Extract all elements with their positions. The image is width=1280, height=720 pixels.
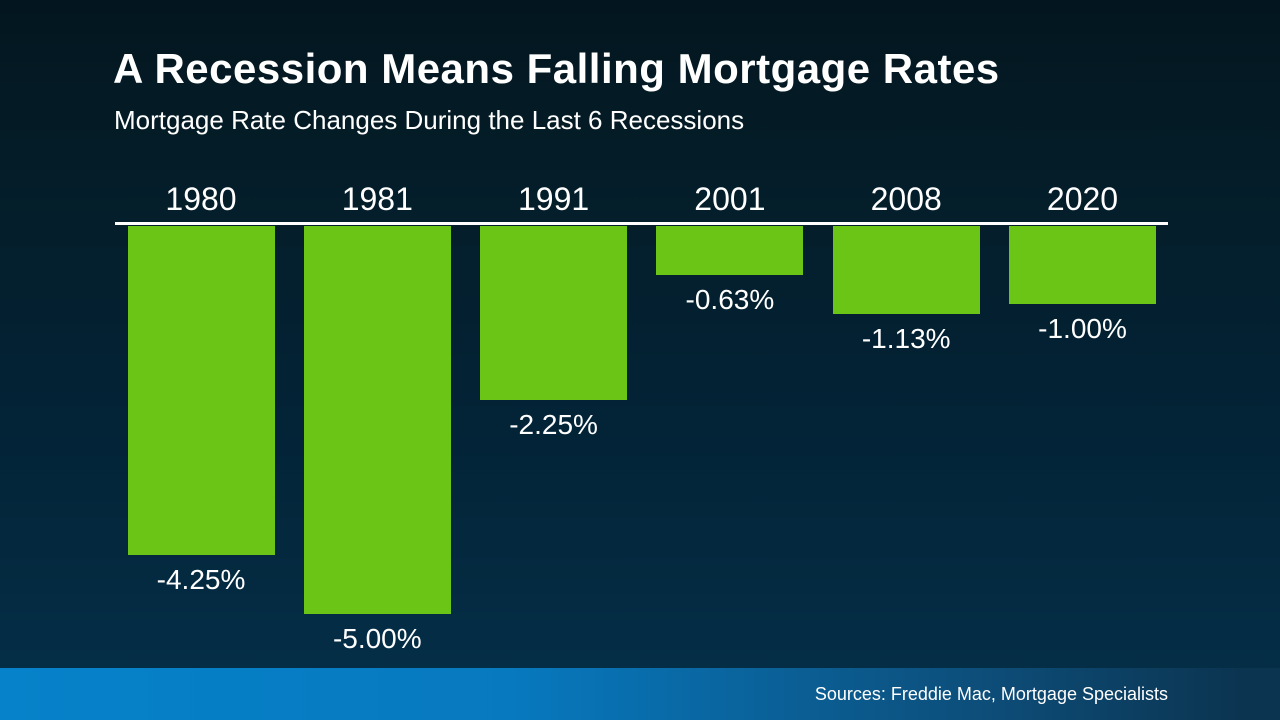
category-label: 1981: [341, 181, 413, 217]
category-label: 2008: [870, 181, 942, 217]
bar: [1009, 226, 1156, 304]
source-attribution: Sources: Freddie Mac, Mortgage Specialis…: [814, 684, 1168, 704]
category-label: 2001: [694, 181, 766, 217]
category-label: 1980: [165, 181, 237, 217]
chart-baseline: [115, 222, 1168, 225]
page-subtitle: Mortgage Rate Changes During the Last 6 …: [114, 105, 745, 135]
bar: [303, 226, 451, 614]
value-label: -4.25%: [156, 564, 246, 595]
value-label: -1.00%: [1038, 313, 1127, 344]
value-label: -1.13%: [861, 323, 951, 354]
value-label: -5.00%: [332, 623, 422, 654]
bar: [832, 226, 980, 314]
category-label: 2020: [1046, 181, 1119, 217]
bar: [127, 226, 275, 555]
page-title: A Recession Means Falling Mortgage Rates: [113, 45, 1000, 92]
value-label: -2.25%: [509, 409, 598, 440]
footer-strip: Sources: Freddie Mac, Mortgage Specialis…: [0, 668, 1280, 720]
bar: [656, 226, 804, 275]
bar: [480, 226, 628, 400]
category-label: 1991: [518, 181, 590, 217]
value-label: -0.63%: [685, 284, 775, 315]
